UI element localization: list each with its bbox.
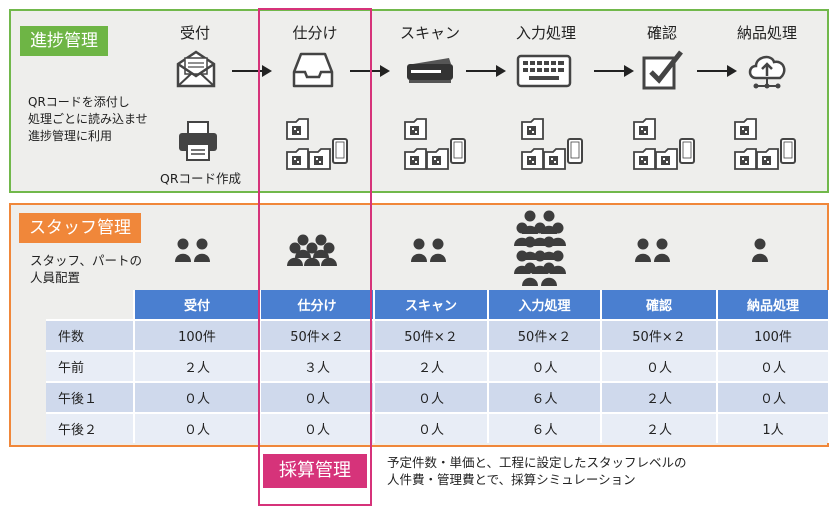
table-cell: ２人 bbox=[601, 381, 718, 413]
qr-folders-icon bbox=[404, 118, 466, 170]
qr-note: QRコードを添付し 処理ごとに読み込ませ 進捗管理に利用 bbox=[28, 94, 148, 145]
flow-arrow-3 bbox=[466, 65, 506, 77]
table-header-row: 受付 仕分け スキャン 入力処理 確認 納品処理 bbox=[46, 290, 830, 320]
table-row-label: 午後１ bbox=[46, 381, 135, 413]
staff-people-icon bbox=[635, 238, 670, 262]
staff-table: 受付 仕分け スキャン 入力処理 確認 納品処理 件数 100件 50件×２ 5… bbox=[46, 290, 830, 443]
cost-description-line: 予定件数・単価と、工程に設定したスタッフレベルの bbox=[387, 455, 687, 470]
table-row-label: 午前 bbox=[46, 350, 135, 382]
staff-note-line: 人員配置 bbox=[30, 270, 81, 285]
staff-people-icon bbox=[514, 210, 566, 286]
table-row: 午後１ ０人 ０人 ０人 ６人 ２人 ０人 bbox=[46, 381, 830, 413]
table-cell: 100件 bbox=[134, 319, 261, 351]
stage-label-scan: スキャン bbox=[399, 24, 460, 42]
table-cell: 50件×２ bbox=[374, 319, 489, 351]
table-cell: ０人 bbox=[374, 412, 489, 443]
table-cell: ０人 bbox=[374, 381, 489, 413]
stage-label-check: 確認 bbox=[646, 24, 677, 42]
qr-note-line: 進捗管理に利用 bbox=[28, 129, 113, 143]
qr-note-line: 処理ごとに読み込ませ bbox=[28, 112, 148, 126]
table-row: 件数 100件 50件×２ 50件×２ 50件×２ 50件×２ 100件 bbox=[46, 319, 830, 351]
table-header-cell: 入力処理 bbox=[488, 290, 602, 320]
table-header-cell: スキャン bbox=[374, 290, 489, 320]
qr-create-label: QRコード作成 bbox=[160, 171, 242, 186]
table-cell: ０人 bbox=[260, 412, 375, 443]
flow-arrow-5 bbox=[697, 65, 737, 77]
table-cell: ２人 bbox=[374, 350, 489, 382]
table-cell: 50件×２ bbox=[601, 319, 718, 351]
table-header-cell bbox=[46, 290, 135, 320]
envelope-icon bbox=[176, 50, 216, 88]
table-row: 午後２ ０人 ０人 ０人 ６人 ２人 1人 bbox=[46, 412, 830, 443]
inbox-tray-icon bbox=[292, 52, 334, 88]
table-cell: ６人 bbox=[488, 412, 602, 443]
qr-folders-icon bbox=[734, 118, 796, 170]
table-cell: 1人 bbox=[717, 412, 830, 443]
cost-title: 採算管理 bbox=[263, 454, 367, 488]
flow-arrow-1 bbox=[232, 65, 272, 77]
table-row-label: 午後２ bbox=[46, 412, 135, 443]
table-header-cell: 納品処理 bbox=[717, 290, 830, 320]
cost-description-line: 人件費・管理費とで、採算シミュレーション bbox=[387, 472, 636, 487]
staff-person-icon bbox=[752, 238, 768, 262]
staff-note-line: スタッフ、パートの bbox=[30, 253, 143, 268]
qr-note-line: QRコードを添付し bbox=[28, 95, 130, 109]
table-row: 午前 ２人 ３人 ２人 ０人 ０人 ０人 bbox=[46, 350, 830, 382]
table-cell: ０人 bbox=[601, 350, 718, 382]
table-cell: ０人 bbox=[717, 381, 830, 413]
table-header-cell: 受付 bbox=[134, 290, 261, 320]
table-cell: ０人 bbox=[134, 412, 261, 443]
stage-label-delivery: 納品処理 bbox=[736, 24, 797, 42]
stage-label-sorting: 仕分け bbox=[292, 24, 338, 42]
cost-description: 予定件数・単価と、工程に設定したスタッフレベルの 人件費・管理費とで、採算シミュ… bbox=[387, 454, 687, 488]
table-cell: ０人 bbox=[134, 381, 261, 413]
cloud-upload-icon bbox=[748, 55, 786, 89]
stage-label-input: 入力処理 bbox=[515, 24, 576, 42]
staff-people-icon bbox=[411, 238, 446, 262]
table-header-cell: 仕分け bbox=[260, 290, 375, 320]
table-cell: ２人 bbox=[601, 412, 718, 443]
table-cell: ０人 bbox=[260, 381, 375, 413]
table-cell: ２人 bbox=[134, 350, 261, 382]
scanner-icon bbox=[407, 58, 453, 83]
table-cell: 50件×２ bbox=[488, 319, 602, 351]
table-cell: ６人 bbox=[488, 381, 602, 413]
staff-title: スタッフ管理 bbox=[19, 213, 141, 243]
keyboard-icon bbox=[516, 54, 572, 88]
qr-folders-icon bbox=[521, 118, 583, 170]
table-row-label: 件数 bbox=[46, 319, 135, 351]
stage-label-reception: 受付 bbox=[179, 24, 210, 42]
table-cell: ０人 bbox=[717, 350, 830, 382]
table-cell: 100件 bbox=[717, 319, 830, 351]
qr-folders-icon bbox=[633, 118, 695, 170]
flow-arrow-2 bbox=[350, 65, 390, 77]
progress-title: 進捗管理 bbox=[20, 26, 108, 56]
table-cell: ３人 bbox=[260, 350, 375, 382]
staff-people-icon bbox=[175, 238, 210, 262]
table-header-cell: 確認 bbox=[601, 290, 718, 320]
qr-folders-icon bbox=[286, 118, 348, 170]
staff-note: スタッフ、パートの 人員配置 bbox=[30, 252, 142, 286]
flow-arrow-4 bbox=[594, 65, 634, 77]
staff-people-icon bbox=[287, 234, 337, 266]
table-cell: 50件×２ bbox=[260, 319, 375, 351]
printer-icon bbox=[179, 121, 217, 161]
table-cell: ０人 bbox=[488, 350, 602, 382]
checkbox-icon bbox=[642, 50, 683, 90]
